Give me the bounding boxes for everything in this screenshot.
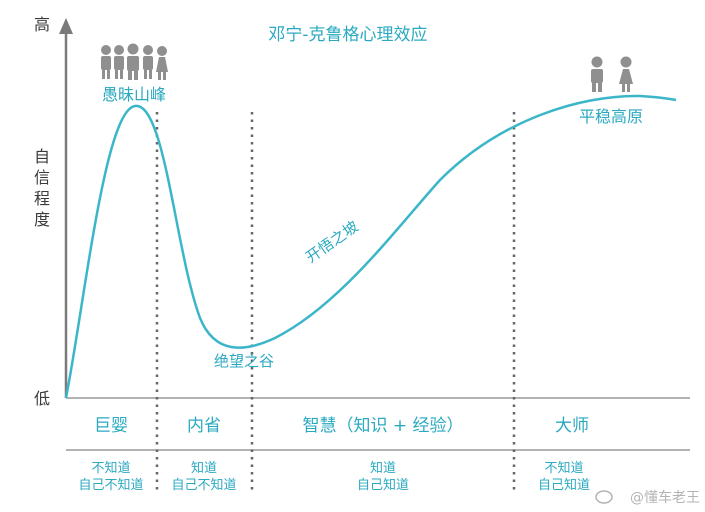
valley-label: 绝望之谷 [214,352,274,370]
slope-label: 开悟之坡 [302,217,361,266]
plateau-label: 平稳高原 [579,107,643,126]
stage-name: 内省 [187,416,221,436]
stage-desc-line2: 自己知道 [538,477,590,493]
weibo-logo-icon [595,490,613,504]
watermark-text: @懂车老王 [630,489,700,506]
crowd-people-icon [101,43,168,80]
stage-desc-line2: 自己不知道 [171,477,236,493]
stage-desc-line1: 不知道 [91,460,130,476]
watermark: @懂车老王 [595,489,700,506]
y-axis-title-char: 程 [34,189,50,208]
stage-desc-line1: 知道 [370,460,396,476]
stage-desc-line2: 自己不知道 [78,477,143,493]
y-axis-title: 自 信 程 度 [34,147,50,229]
stage-name: 巨婴 [94,416,128,436]
stage-dividers [155,112,516,492]
stage-desc-line1: 不知道 [544,460,583,476]
stage-desc-line1: 知道 [191,460,217,476]
peak-label: 愚昧山峰 [102,85,166,104]
y-axis-title-char: 自 [34,147,50,166]
stage-name: 智慧（知识 + 经验） [302,416,463,436]
stage-name: 大师 [555,416,589,436]
y-axis-low-label: 低 [34,389,50,408]
pair-people-icon [591,56,633,92]
y-axis-arrow-icon [59,18,73,34]
y-axis-high-label: 高 [34,15,50,34]
confidence-curve [64,94,677,399]
diagram-title: 邓宁-克鲁格心理效应 [268,25,427,45]
y-axis-title-char: 信 [34,168,50,187]
stage-desc-line2: 自己知道 [357,477,409,493]
y-axis-title-char: 度 [34,210,50,229]
